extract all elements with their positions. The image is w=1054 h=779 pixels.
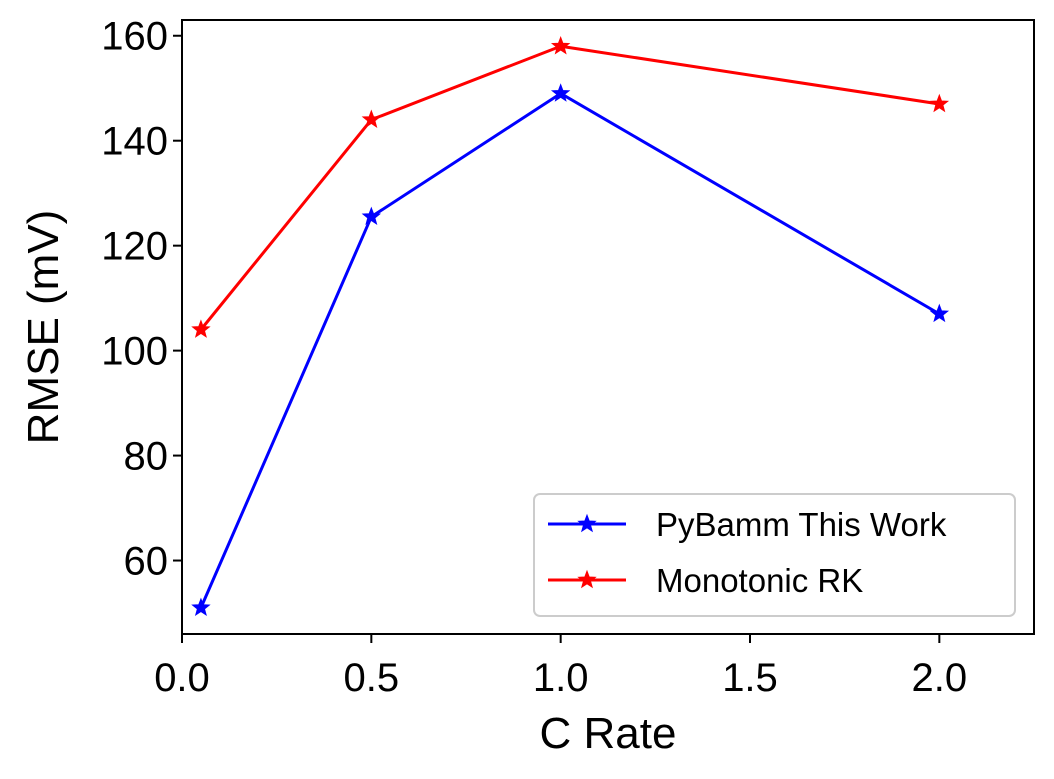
x-axis: 0.0 0.5 1.0 1.5 2.0 <box>154 634 967 700</box>
legend-label-pybamm: PyBamm This Work <box>656 506 947 543</box>
legend-box <box>533 493 1016 617</box>
x-tick-label: 0.5 <box>344 656 400 700</box>
plot-frame <box>181 19 1035 635</box>
data-point-monotonic-rk <box>361 109 382 128</box>
series-line-monotonic-rk <box>199 44 940 331</box>
data-point-monotonic-rk <box>191 319 211 338</box>
x-tick-label: 0.0 <box>154 656 210 700</box>
series-layer <box>191 36 950 617</box>
data-point-pybamm-this-work <box>191 597 211 617</box>
data-point-pybamm-this-work <box>550 83 571 102</box>
y-axis-label: RMSE (mV) <box>19 210 68 445</box>
legend-marker-monotonic-rk <box>577 569 597 589</box>
data-point-monotonic-rk <box>550 36 571 55</box>
x-tick-label: 1.0 <box>533 656 589 700</box>
y-tick-label: 100 <box>101 330 168 374</box>
x-tick-label: 1.5 <box>722 656 778 700</box>
y-axis: 60 80 100 120 140 160 <box>101 15 182 584</box>
legend-label-monotonic-rk: Monotonic RK <box>656 562 863 599</box>
data-point-monotonic-rk <box>929 93 950 113</box>
y-tick-label: 160 <box>101 15 168 59</box>
x-axis-label: C Rate <box>540 709 677 758</box>
legend-marker-pybamm <box>577 513 597 533</box>
y-tick-label: 80 <box>124 435 169 479</box>
data-point-pybamm-this-work <box>929 303 950 323</box>
x-tick-label: 2.0 <box>912 656 968 700</box>
y-tick-label: 140 <box>101 120 168 164</box>
series-line-pybamm-this-work <box>199 91 941 609</box>
legend: PyBamm This Work Monotonic RK <box>533 493 1016 617</box>
y-tick-label: 120 <box>101 225 168 269</box>
y-tick-label: 60 <box>124 540 169 584</box>
data-point-pybamm-this-work <box>361 206 382 226</box>
